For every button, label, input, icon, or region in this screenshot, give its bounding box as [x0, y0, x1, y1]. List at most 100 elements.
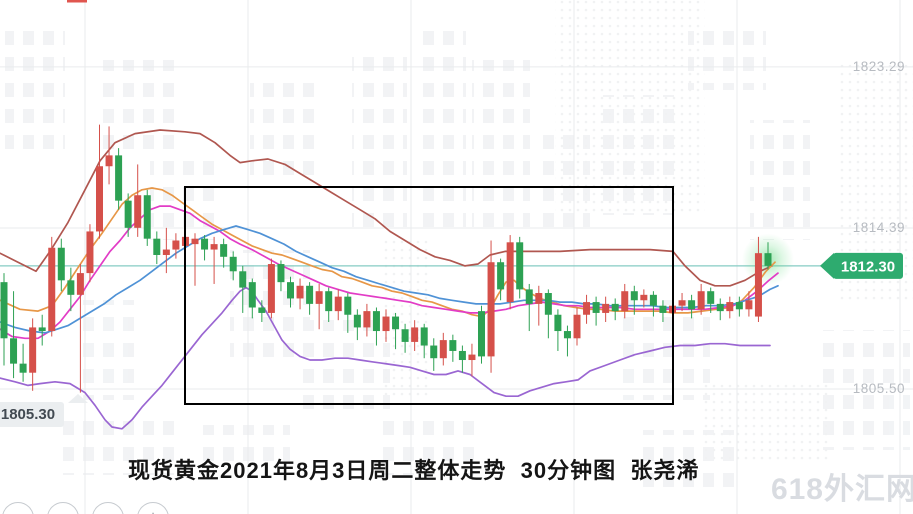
candle-body [707, 291, 715, 304]
candle-body [449, 340, 457, 351]
overlay-ma-fast [0, 205, 779, 340]
candle-body [516, 242, 524, 290]
candle-body [172, 240, 180, 250]
low-marker-tooltip: 1805.30 [0, 402, 64, 427]
candle-body [640, 294, 648, 301]
zoom-in-icon: + [148, 510, 157, 514]
candle-body [563, 331, 571, 339]
price-axis-label: 1805.50 [852, 380, 905, 396]
candle-body [143, 195, 151, 239]
overlay-ma-slow [0, 225, 779, 334]
candle-body [583, 302, 591, 315]
candle-body [401, 329, 409, 342]
candle-body [48, 247, 56, 332]
candle-body [258, 307, 266, 313]
candle-body [411, 327, 419, 342]
candle-body [688, 300, 696, 310]
background-skyline-watermark [5, 0, 913, 490]
candle-body [649, 294, 657, 306]
candle-body [96, 166, 103, 232]
candle-body [0, 282, 8, 339]
candle-body [86, 231, 94, 274]
candle-body [506, 242, 514, 303]
candle-body [267, 264, 275, 313]
current-price-tag: 1812.30 [820, 252, 903, 279]
candle-body [239, 271, 247, 288]
candle-body [153, 238, 161, 255]
candle-body [458, 350, 466, 361]
candle-body [382, 316, 390, 332]
candle-body [621, 291, 629, 312]
candles-layer [0, 124, 772, 393]
candle-body [611, 303, 619, 312]
candle-body [191, 238, 199, 245]
candle-body [745, 300, 753, 310]
candle-body [57, 247, 65, 281]
candle-body [573, 314, 581, 339]
candle-body [115, 155, 123, 201]
candle-body [162, 249, 170, 255]
candle-body [10, 338, 18, 364]
candle-body [726, 302, 734, 312]
candle-body [497, 262, 505, 290]
candle-body [325, 291, 333, 312]
candle-body [420, 327, 428, 346]
highlight-box-annotation [184, 186, 674, 405]
candle-body [430, 345, 438, 359]
candle-body [487, 262, 495, 357]
candle-body [478, 311, 485, 357]
candle-body [201, 238, 209, 250]
candle-body [334, 296, 342, 312]
site-watermark: 618外汇网 [770, 473, 913, 506]
candle-body [210, 244, 218, 250]
candle-body [296, 285, 304, 299]
zoom-out-icon: − [13, 510, 22, 514]
indicator-overlays [0, 129, 779, 430]
candle-body [229, 256, 237, 272]
candle-body [535, 293, 543, 304]
candle-body [592, 302, 600, 313]
candle-body [716, 303, 724, 312]
candle-body [105, 155, 113, 167]
candle-body [353, 314, 361, 328]
candle-body [372, 311, 380, 332]
candle-body [315, 291, 323, 304]
chart-caption: 现货黄金2021年8月3日周二整体走势 30分钟图 张尧浠 [128, 458, 700, 483]
overlay-upper-band [0, 129, 773, 287]
candle-body [134, 195, 142, 228]
candle-body [735, 302, 743, 310]
candle-body [392, 316, 400, 330]
candle-body [220, 244, 228, 257]
candle-body [525, 289, 533, 304]
price-axis-label: 1814.39 [852, 220, 905, 235]
candle-body [439, 340, 447, 359]
candle-body [287, 282, 294, 299]
price-axis-label: 1823.29 [852, 58, 905, 74]
candle-body [659, 305, 667, 313]
candle-body [764, 253, 772, 266]
candle-body [38, 327, 46, 332]
overlay-mid-band [0, 187, 776, 318]
candle-body [544, 293, 552, 315]
overlay-lower-band [0, 286, 771, 430]
top-edge-red-dash [67, 0, 87, 3]
candle-body [468, 354, 476, 361]
candle-body [754, 253, 762, 317]
candle-body [630, 291, 638, 301]
candle-body [363, 311, 371, 328]
candle-body [602, 303, 610, 313]
candle-body [306, 285, 314, 304]
candle-body [29, 327, 37, 373]
candle-body [67, 280, 75, 295]
candle-body [76, 273, 84, 295]
candle-body [678, 300, 686, 306]
candle-body [554, 314, 562, 332]
candle-body [277, 264, 285, 283]
candle-body [19, 363, 27, 373]
current-price-tag-label: 1812.30 [841, 258, 895, 275]
candle-body [344, 296, 352, 315]
candle-body [124, 200, 132, 228]
